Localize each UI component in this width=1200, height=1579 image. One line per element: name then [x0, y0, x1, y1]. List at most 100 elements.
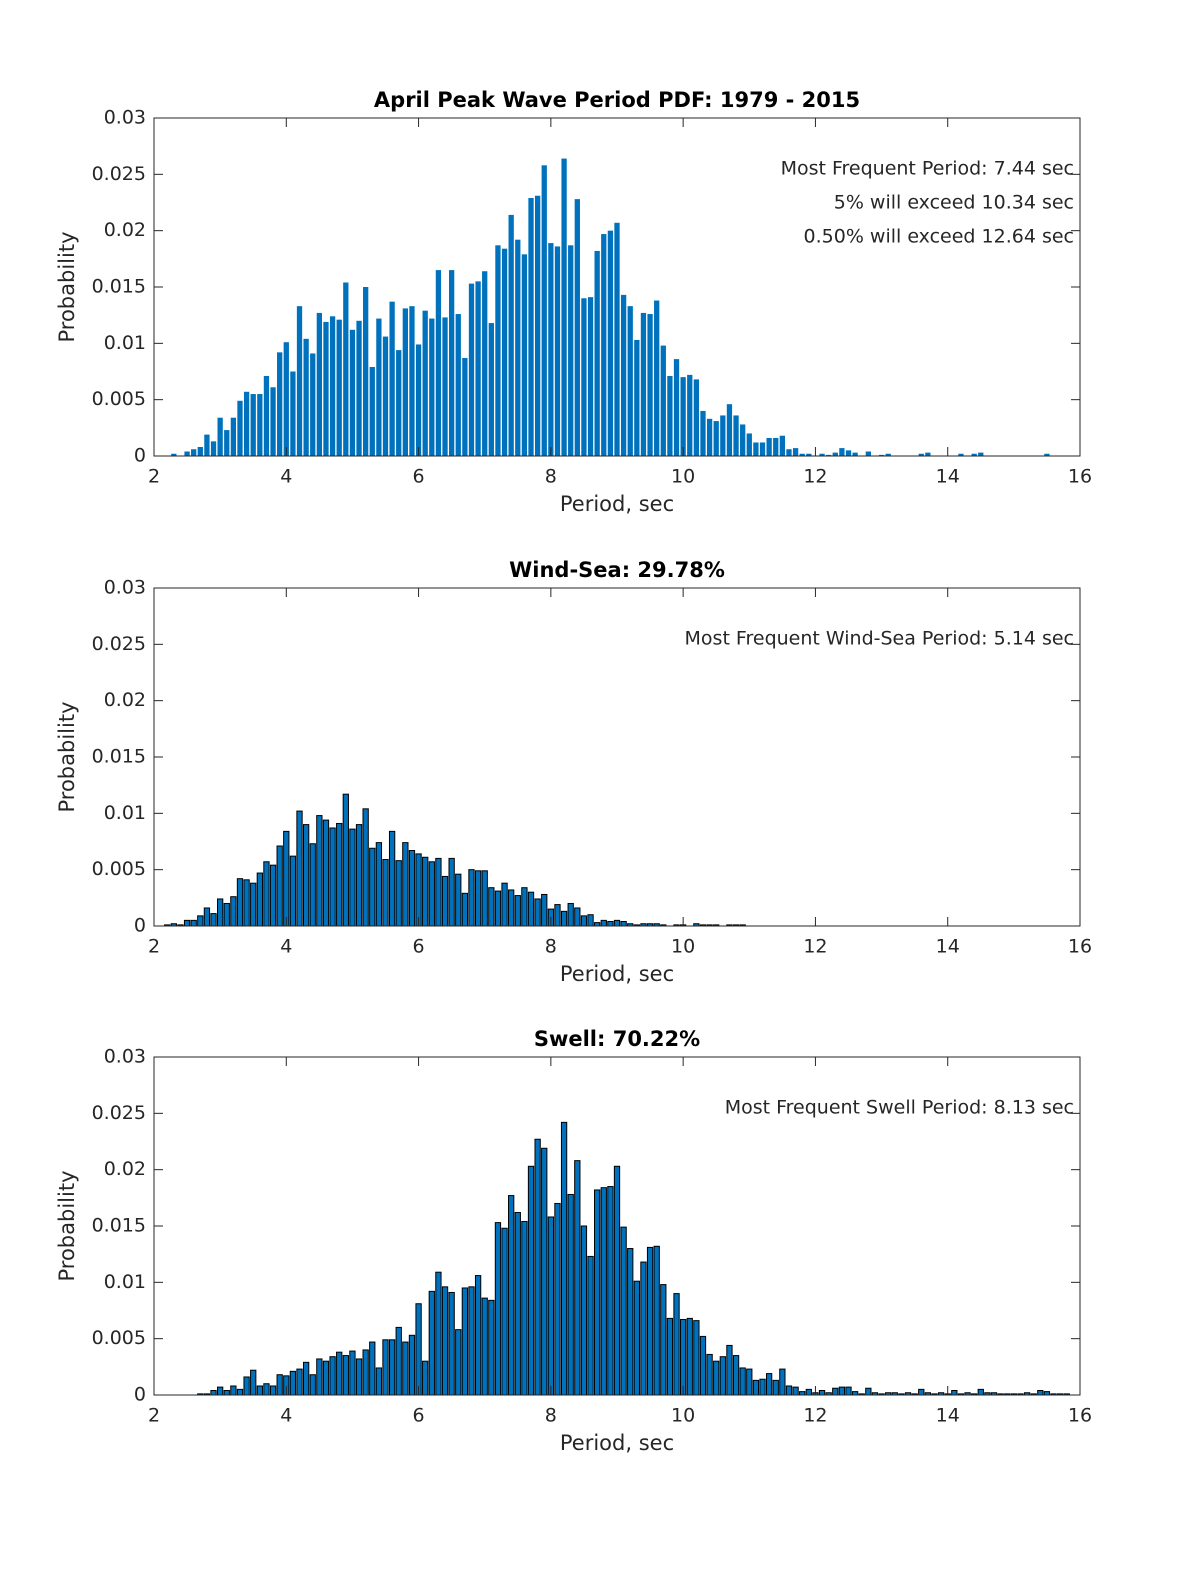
- x-tick-label: 14: [936, 1405, 960, 1427]
- bar: [686, 1317, 693, 1396]
- bar: [726, 404, 733, 456]
- bar: [554, 1202, 561, 1396]
- bar: [726, 1344, 733, 1396]
- bar: [679, 1319, 687, 1396]
- bar: [323, 321, 329, 456]
- y-tick-label: 0.03: [104, 1046, 146, 1068]
- bar: [336, 822, 343, 927]
- bar: [263, 861, 270, 927]
- bar: [1043, 1391, 1051, 1396]
- x-tick-label: 4: [280, 1405, 292, 1427]
- x-axis-label: Period, sec: [560, 962, 674, 986]
- y-tick-label: 0.02: [104, 689, 146, 711]
- bar: [388, 1339, 396, 1396]
- bar: [309, 1374, 316, 1396]
- bar: [277, 352, 283, 456]
- x-tick-label: 6: [413, 936, 425, 958]
- bar: [481, 1297, 488, 1396]
- bar: [838, 1386, 846, 1396]
- x-tick-label: 8: [545, 466, 557, 488]
- y-axis-label: Probability: [55, 701, 79, 812]
- x-tick-label: 2: [148, 466, 160, 488]
- bar: [700, 410, 706, 456]
- subplot: 2 4 6 8 10 12 14 16 0 0.005 0.01 0.015 0.02 0.025 0.03…: [55, 558, 1092, 986]
- bar: [766, 437, 772, 456]
- bar: [408, 850, 416, 927]
- bar: [448, 857, 455, 927]
- bar: [409, 306, 415, 456]
- bar: [541, 165, 547, 456]
- bar: [243, 1376, 250, 1396]
- bar: [785, 1385, 793, 1396]
- bar: [560, 910, 568, 927]
- bar: [289, 855, 297, 927]
- bar: [633, 1280, 640, 1396]
- x-tick-label: 10: [671, 1405, 695, 1427]
- bar: [627, 1248, 634, 1396]
- bar: [567, 902, 574, 927]
- bar: [673, 359, 680, 456]
- bar: [971, 453, 977, 456]
- bar: [488, 323, 494, 456]
- bar: [428, 1290, 435, 1396]
- bar: [852, 452, 858, 456]
- bar: [845, 450, 852, 456]
- bar: [303, 338, 309, 456]
- bar: [224, 430, 230, 456]
- bar: [799, 453, 805, 456]
- bar: [706, 418, 713, 456]
- bar: [468, 1286, 475, 1396]
- y-tick-label: 0.01: [104, 1271, 146, 1293]
- bar: [548, 243, 554, 456]
- bar: [607, 1186, 614, 1396]
- bar: [680, 377, 686, 456]
- bar: [210, 441, 217, 456]
- bar: [210, 913, 217, 927]
- bar: [706, 1353, 713, 1396]
- chart-title: Wind-Sea: 29.78%: [509, 558, 725, 582]
- bar: [653, 1245, 660, 1396]
- bar: [276, 845, 283, 927]
- bar: [382, 1339, 389, 1396]
- bar: [376, 318, 382, 456]
- bar: [223, 1389, 230, 1396]
- bar: [336, 319, 342, 456]
- bar: [687, 374, 693, 456]
- bar: [613, 919, 621, 927]
- bar: [574, 1160, 581, 1396]
- bar: [527, 1165, 535, 1396]
- bar: [422, 1360, 429, 1396]
- bar: [442, 317, 448, 456]
- bar: [203, 907, 211, 927]
- bar: [461, 892, 469, 927]
- bar: [269, 864, 277, 927]
- annotation: 5% will exceed 10.34 sec: [834, 192, 1074, 214]
- bar: [448, 270, 455, 456]
- x-axis-label: Period, sec: [560, 492, 674, 516]
- bar: [845, 1386, 852, 1396]
- bar: [243, 391, 250, 456]
- annotation: Most Frequent Period: 7.44 sec: [781, 158, 1074, 180]
- y-tick-label: 0.005: [92, 1327, 146, 1349]
- bar: [501, 248, 508, 456]
- bar: [951, 1389, 958, 1396]
- bar: [515, 239, 521, 456]
- bar: [474, 1275, 482, 1396]
- bar: [594, 922, 601, 927]
- bar: [468, 283, 475, 456]
- bar: [534, 1138, 541, 1396]
- bar: [382, 859, 389, 927]
- bar: [514, 1211, 521, 1396]
- y-tick-label: 0: [134, 445, 146, 467]
- bar: [494, 890, 502, 927]
- bar: [415, 1303, 422, 1396]
- bar: [574, 199, 580, 456]
- bar: [1037, 1389, 1044, 1396]
- bar: [773, 437, 779, 456]
- y-tick-label: 0.025: [92, 163, 146, 185]
- bar: [402, 308, 408, 456]
- bar: [468, 869, 475, 927]
- bar: [560, 1121, 568, 1396]
- bar: [613, 1165, 621, 1396]
- bar: [587, 1255, 594, 1396]
